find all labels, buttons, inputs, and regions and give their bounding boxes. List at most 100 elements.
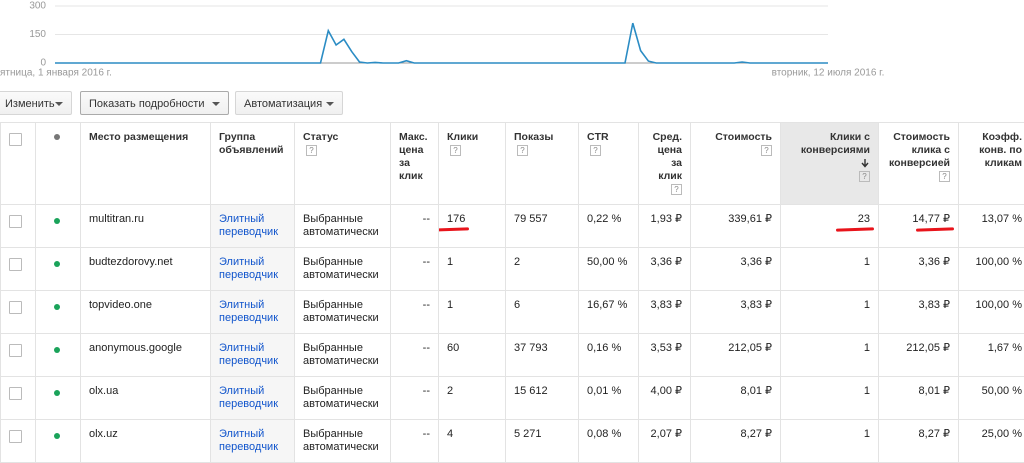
ad-group-link[interactable]: Элитный переводчик: [219, 256, 278, 281]
sort-arrow: [860, 158, 870, 168]
status-dot: [54, 347, 60, 353]
cell: Выбранные автоматически: [295, 420, 391, 463]
cell-text: 3,36 ₽: [741, 256, 772, 268]
x-end-label: вторник, 12 июля 2016 г.: [772, 68, 885, 79]
cell-text: 50,00 %: [587, 256, 627, 268]
row-status: [36, 420, 81, 463]
cell-text: 8,27 ₽: [741, 428, 772, 440]
ad-group-link[interactable]: Элитный переводчик: [219, 342, 278, 367]
arrow: [862, 159, 868, 167]
cell: 1: [439, 248, 506, 291]
column-header[interactable]: Показы?: [506, 123, 579, 205]
column-header[interactable]: Клики?: [439, 123, 506, 205]
status-dot: [54, 261, 60, 267]
header-text: Сред. цена за клик: [653, 131, 682, 182]
cell: 1: [781, 291, 879, 334]
y-tick-label: 150: [29, 29, 46, 40]
header-text: CTR: [587, 131, 609, 143]
header-status-dot: [36, 123, 81, 205]
cell-text: 339,61 ₽: [728, 213, 772, 225]
cell: 3,36 ₽: [691, 248, 781, 291]
ad-group-link[interactable]: Элитный переводчик: [219, 385, 278, 410]
column-header[interactable]: CTR?: [579, 123, 639, 205]
header-text: Место размещения: [89, 131, 188, 143]
cell-text: 3,83 ₽: [651, 299, 682, 311]
x-start-label: ятница, 1 января 2016 г.: [0, 68, 112, 79]
checkbox[interactable]: [9, 133, 22, 146]
column-header[interactable]: Статус?: [295, 123, 391, 205]
cell-text: anonymous.google: [89, 342, 182, 354]
cell-text: 6: [514, 299, 520, 311]
row-select: [1, 377, 36, 420]
row-status: [36, 377, 81, 420]
cell: 0,08 %: [579, 420, 639, 463]
cell: --: [391, 420, 439, 463]
header-text: Группа объявлений: [219, 131, 283, 156]
cell: 1: [781, 334, 879, 377]
cell: 1: [781, 420, 879, 463]
cell-text: 16,67 %: [587, 299, 627, 311]
column-header[interactable]: Клики с конверсиями?: [781, 123, 879, 205]
toolbar-button[interactable]: Показать подробности: [80, 91, 229, 115]
ad-group-link[interactable]: Элитный переводчик: [219, 299, 278, 324]
cell-text: 23: [858, 213, 870, 225]
column-header[interactable]: Макс. цена за клик: [391, 123, 439, 205]
cell: 2,07 ₽: [639, 420, 691, 463]
toolbar-button[interactable]: Автоматизация: [235, 91, 343, 115]
cell: 4: [439, 420, 506, 463]
cell-text: 8,01 ₽: [919, 385, 950, 397]
cell-text: 60: [447, 342, 459, 354]
column-header[interactable]: Стоимость?: [691, 123, 781, 205]
cell-text: 212,05 ₽: [728, 342, 772, 354]
column-header[interactable]: Место размещения: [81, 123, 211, 205]
cell-text: 5 271: [514, 428, 542, 440]
cell: 3,36 ₽: [639, 248, 691, 291]
checkbox[interactable]: [9, 387, 22, 400]
checkbox[interactable]: [9, 301, 22, 314]
cell: budtezdorovy.net: [81, 248, 211, 291]
cell: Элитный переводчик: [211, 205, 295, 248]
column-header[interactable]: Стоимость клика с конверсией?: [879, 123, 959, 205]
cell-text: 1: [864, 256, 870, 268]
cell: 100,00 %: [959, 248, 1024, 291]
checkbox[interactable]: [9, 215, 22, 228]
header-text: Стоимость клика с конверсией: [889, 131, 950, 169]
cell-text: 176: [447, 213, 465, 225]
cell: 339,61 ₽: [691, 205, 781, 248]
cell: 1: [439, 291, 506, 334]
cell: 1,67 %: [959, 334, 1024, 377]
column-header[interactable]: Коэфф. конв. по кликам: [959, 123, 1024, 205]
cell-text: --: [423, 299, 430, 311]
cell: 16,67 %: [579, 291, 639, 334]
column-header[interactable]: Группа объявлений: [211, 123, 295, 205]
cell: 8,01 ₽: [691, 377, 781, 420]
cell-text: 1: [864, 428, 870, 440]
cell: 3,36 ₽: [879, 248, 959, 291]
help-icon: ?: [939, 171, 950, 182]
cell-text: --: [423, 342, 430, 354]
cell-text: 13,07 %: [982, 213, 1022, 225]
checkbox[interactable]: [9, 258, 22, 271]
cell-text: 3,36 ₽: [651, 256, 682, 268]
cell: 3,83 ₽: [639, 291, 691, 334]
cell-text: 3,83 ₽: [741, 299, 772, 311]
header-text: Клики с конверсиями: [801, 131, 870, 156]
cell-text: --: [423, 213, 430, 225]
toolbar-button[interactable]: Изменить: [0, 91, 72, 115]
cell-text: 8,01 ₽: [741, 385, 772, 397]
ad-group-link[interactable]: Элитный переводчик: [219, 428, 278, 453]
cell-text: Выбранные автоматически: [303, 256, 379, 281]
column-header[interactable]: Сред. цена за клик?: [639, 123, 691, 205]
cell: 2: [439, 377, 506, 420]
cell: olx.ua: [81, 377, 211, 420]
ad-group-link[interactable]: Элитный переводчик: [219, 213, 278, 238]
checkbox[interactable]: [9, 430, 22, 443]
checkbox[interactable]: [9, 344, 22, 357]
cell-text: 1: [864, 342, 870, 354]
cell-text: 2: [447, 385, 453, 397]
status-dot: [54, 304, 60, 310]
cell-text: 0,01 %: [587, 385, 621, 397]
cell-text: Выбранные автоматически: [303, 299, 379, 324]
cell-text: multitran.ru: [89, 213, 144, 225]
